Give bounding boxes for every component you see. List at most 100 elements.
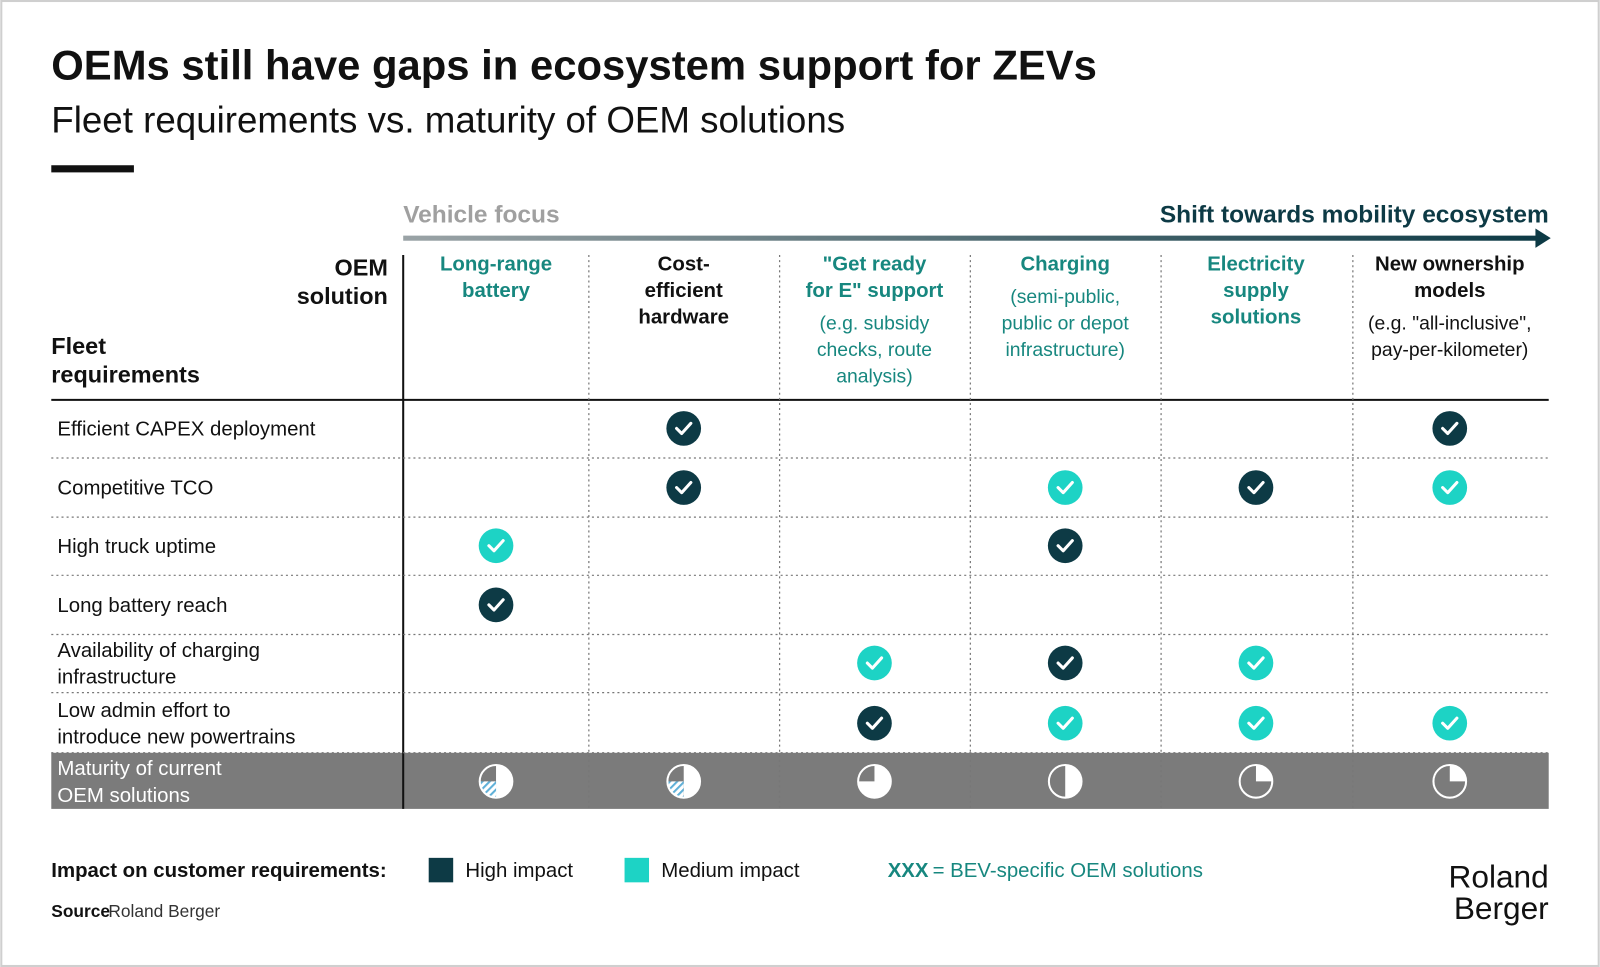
column-title: for E" support bbox=[806, 280, 944, 302]
column-note: pay-per-kilometer) bbox=[1371, 339, 1528, 361]
check-circle bbox=[478, 528, 514, 564]
subtitle: Fleet requirements vs. maturity of OEM s… bbox=[51, 100, 845, 141]
maturity-label: Maturity of current bbox=[57, 758, 222, 780]
harvey-ball bbox=[1432, 764, 1468, 799]
check-mark bbox=[666, 470, 702, 505]
harvey-fill bbox=[1065, 765, 1082, 798]
check-mark bbox=[1047, 645, 1083, 681]
legend-title: Impact on customer requirements: bbox=[51, 860, 386, 882]
check-circle bbox=[857, 645, 892, 681]
harvey-outline bbox=[1047, 764, 1083, 799]
arrow-head bbox=[1535, 228, 1551, 248]
check-tick bbox=[865, 656, 884, 670]
column-title: Charging bbox=[1020, 253, 1110, 275]
axis-right: Shift towards mobility ecosystem bbox=[1160, 201, 1549, 228]
bev-code: XXX bbox=[888, 860, 929, 882]
harvey-outline bbox=[666, 764, 702, 799]
column-title: Long-range bbox=[440, 253, 552, 275]
check-tick bbox=[1247, 656, 1265, 670]
legend-swatch bbox=[624, 857, 650, 883]
corner-top: OEM bbox=[334, 254, 387, 280]
check-circle bbox=[1047, 705, 1083, 741]
check-tick bbox=[487, 539, 505, 553]
harvey-fill bbox=[496, 765, 513, 798]
check-circle bbox=[1238, 705, 1274, 741]
column-note: public or depot bbox=[1002, 312, 1130, 334]
column-note: checks, route bbox=[817, 339, 932, 361]
title: OEMs still have gaps in ecosystem suppor… bbox=[51, 42, 1097, 89]
check-tick bbox=[1247, 480, 1265, 495]
check-circle bbox=[478, 587, 514, 623]
check-tick bbox=[865, 716, 884, 730]
legend-label: Medium impact bbox=[661, 860, 800, 882]
check-tick bbox=[1056, 539, 1074, 553]
harvey-ball bbox=[478, 764, 514, 799]
check-tick bbox=[1056, 716, 1074, 730]
table: OEM solution Fleet requirements Long-range ba… bbox=[51, 253, 1548, 926]
harvey-fill bbox=[1255, 765, 1273, 782]
column-title: "Get ready bbox=[823, 253, 927, 275]
bev-text: = BEV-specific OEM solutions bbox=[933, 860, 1203, 882]
check-mark bbox=[1047, 705, 1083, 741]
source-text: Roland Berger bbox=[108, 901, 220, 921]
check-circle bbox=[1432, 705, 1468, 741]
check-mark bbox=[478, 587, 514, 623]
column-title: battery bbox=[462, 280, 531, 302]
check-mark bbox=[1238, 645, 1274, 681]
check-tick bbox=[1441, 716, 1459, 730]
column-title: supply bbox=[1223, 280, 1289, 302]
harvey-outline bbox=[857, 764, 892, 799]
harvey-potential bbox=[667, 781, 684, 798]
check-circle bbox=[1047, 645, 1083, 681]
harvey-fill bbox=[1449, 765, 1467, 782]
check-circle bbox=[1047, 470, 1083, 505]
source-label: Source bbox=[51, 901, 110, 921]
column-note: (e.g. subsidy bbox=[820, 312, 930, 334]
column-note: analysis) bbox=[836, 366, 912, 388]
harvey-ball bbox=[1238, 764, 1274, 799]
logo: Roland bbox=[1449, 858, 1549, 894]
check-circle bbox=[666, 411, 702, 446]
check-circle bbox=[1432, 411, 1468, 446]
row-label: Long battery reach bbox=[57, 595, 227, 617]
row-label: infrastructure bbox=[57, 666, 176, 688]
check-mark bbox=[1047, 528, 1083, 564]
check-tick bbox=[1247, 716, 1265, 730]
row-label: Availability of charging bbox=[57, 640, 260, 662]
check-circle bbox=[666, 470, 702, 505]
check-mark bbox=[1432, 705, 1468, 741]
axis-left: Vehicle focus bbox=[403, 201, 559, 228]
corner-top: solution bbox=[297, 283, 388, 309]
check-tick bbox=[675, 421, 693, 436]
axis-arrow bbox=[403, 235, 1538, 241]
harvey-potential bbox=[479, 781, 497, 798]
check-circle bbox=[1047, 528, 1083, 564]
harvey-outline bbox=[1238, 764, 1274, 799]
check-tick bbox=[1056, 480, 1074, 495]
column-title: hardware bbox=[638, 306, 729, 328]
check-tick bbox=[1441, 421, 1459, 436]
column-title: Electricity bbox=[1207, 253, 1305, 275]
check-mark bbox=[1238, 705, 1274, 741]
harvey-ball bbox=[857, 764, 892, 799]
column-title: New ownership bbox=[1375, 253, 1525, 275]
accent-bar bbox=[51, 165, 134, 173]
check-mark bbox=[1432, 411, 1468, 446]
logo: Berger bbox=[1454, 890, 1549, 926]
check-tick bbox=[487, 598, 505, 612]
row-label: introduce new powertrains bbox=[57, 727, 295, 749]
check-circle bbox=[857, 705, 892, 741]
check-mark bbox=[478, 528, 514, 564]
check-circle bbox=[1432, 470, 1468, 505]
maturity-label: OEM solutions bbox=[57, 785, 190, 807]
harvey-ball bbox=[1047, 764, 1083, 799]
row-label: High truck uptime bbox=[57, 536, 216, 558]
row-label: Efficient CAPEX deployment bbox=[57, 419, 315, 441]
column-note: (e.g. "all-inclusive", bbox=[1368, 312, 1531, 334]
check-tick bbox=[1441, 480, 1459, 495]
check-circle bbox=[1238, 470, 1274, 505]
check-mark bbox=[666, 411, 702, 446]
check-mark bbox=[1238, 470, 1274, 505]
legend-label: High impact bbox=[465, 860, 573, 882]
